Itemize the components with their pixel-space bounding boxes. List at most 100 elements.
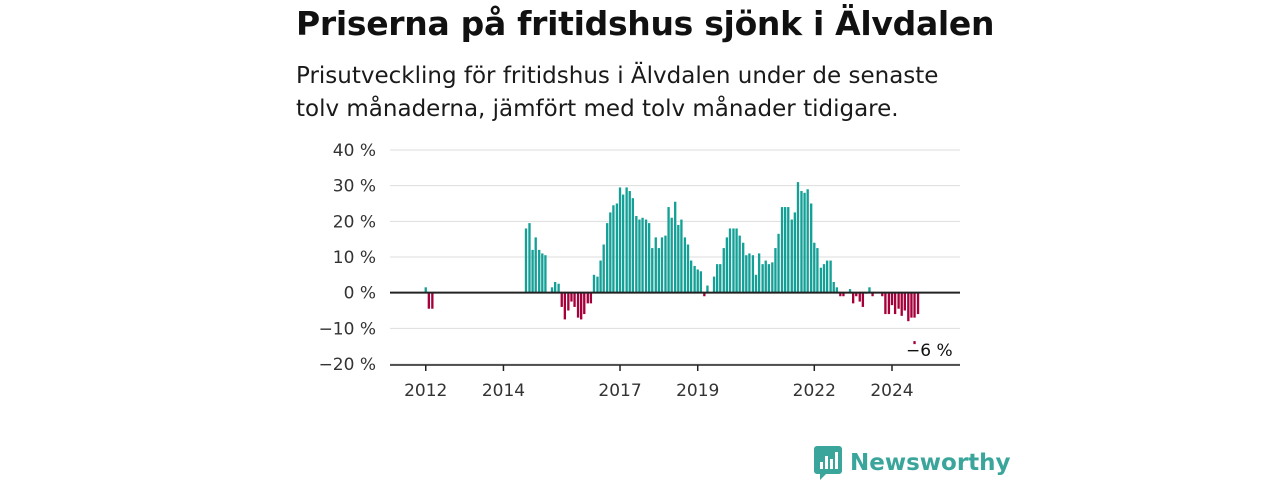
bar [751,255,755,293]
bar [754,274,758,293]
bar [907,292,910,322]
bar [806,189,809,293]
x-tick-label: 2012 [404,381,447,401]
bar [703,292,706,297]
bar [599,260,602,293]
bar [742,242,745,293]
bar [757,253,761,293]
newsworthy-logo: Newsworthy [814,446,1011,480]
bar [570,292,573,302]
bar [576,292,580,318]
bar [638,219,641,293]
bar [861,292,865,307]
bar [735,228,738,293]
bar [560,292,563,307]
chart-title: Priserna på fritidshus sjönk i Älvdalen [296,4,995,43]
bar [803,192,806,293]
bar [761,264,764,293]
bar [887,292,891,315]
y-tick-label: 30 % [333,177,376,197]
bar [592,274,596,293]
bar [586,292,589,304]
bar [541,253,544,293]
x-axis: 2012 2014 2017 2019 2022 2024 [390,364,960,401]
bar [427,292,431,309]
bar [651,248,654,293]
annotation-label: −6 % [906,341,953,361]
bar [664,235,667,293]
bar [884,292,887,315]
bar [851,292,855,304]
bar [657,248,661,293]
bar [903,292,906,311]
bar [725,237,729,293]
bar [732,228,735,293]
bar [810,203,813,293]
bar [829,260,832,293]
bar [621,194,625,293]
bar [893,292,897,315]
bar-marker [913,341,916,345]
bar [563,292,567,320]
brand-name: Newsworthy [850,450,1011,476]
bar [674,201,677,293]
bar [531,249,534,293]
bar [813,242,816,293]
bar [654,237,657,293]
bar [534,237,537,293]
bar [628,191,631,293]
bar [538,249,541,293]
bar [528,223,531,293]
bar [553,281,557,293]
bar [567,292,570,311]
bar [589,292,593,304]
bar [544,255,547,293]
bar [696,269,699,293]
bar [835,287,838,293]
y-tick-label: −10 % [319,319,376,339]
bar [706,285,709,293]
bar [660,237,664,293]
bar [745,255,748,293]
bar [615,203,619,293]
bar [848,289,852,293]
bar [431,292,434,309]
bar [868,287,871,293]
bar [771,262,774,293]
price-change-bar-chart: 40 %30 %20 %10 %0 %−10 %−20 % 2012 2014 20… [319,141,960,401]
bar [858,292,861,302]
x-tick-label: 2014 [482,381,525,401]
bar [916,292,920,315]
x-tick-label: 2019 [676,381,719,401]
bar [738,235,741,293]
bar [900,292,903,316]
y-tick-label: 20 % [333,212,376,232]
bar [800,191,803,293]
bar [635,215,638,293]
bar [631,198,635,293]
bar [822,264,826,293]
y-axis-labels: 40 % 30 % 20 % 10 % 0 % −10 % −20 % [319,141,376,375]
bar [910,292,913,318]
bar [748,253,751,293]
bar [609,212,612,293]
bar [722,248,725,293]
bar [913,292,916,318]
x-tick-label: 2022 [793,381,836,401]
y-tick-label: 0 % [344,284,376,304]
bar [767,264,770,293]
bar [842,292,845,297]
bar [819,267,823,293]
bar [583,292,586,315]
x-tick-label: 2017 [598,381,641,401]
bar [647,223,651,293]
bar [618,187,622,293]
bar [855,292,858,297]
bar [550,287,554,293]
bar [557,283,560,293]
annotation: −6 % [906,341,953,361]
bar [596,276,599,293]
bar [667,207,670,293]
bar [787,207,790,293]
y-tick-label: 40 % [333,141,376,161]
